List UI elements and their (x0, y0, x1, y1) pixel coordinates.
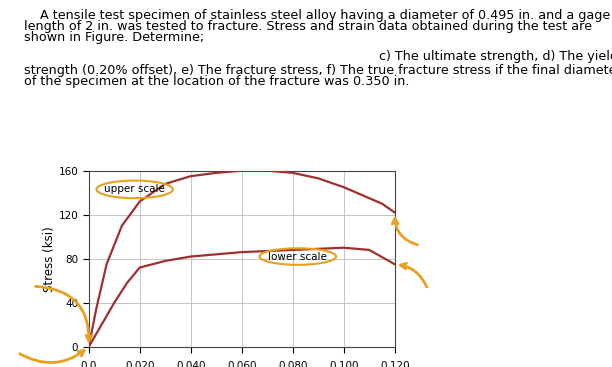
Text: 0.020: 0.020 (125, 361, 154, 367)
Text: 0.040: 0.040 (176, 361, 206, 367)
Text: 0.100: 0.100 (329, 361, 359, 367)
Text: lower scale: lower scale (269, 251, 327, 262)
Text: 0.0: 0.0 (81, 361, 97, 367)
Text: length of 2 in. was tested to fracture. Stress and strain data obtained during t: length of 2 in. was tested to fracture. … (24, 20, 592, 33)
Text: strength (0.20% offset), e) The fracture stress, f) The true fracture stress if : strength (0.20% offset), e) The fracture… (24, 64, 612, 77)
Text: 0.060: 0.060 (227, 361, 256, 367)
Text: of the specimen at the location of the fracture was 0.350 in.: of the specimen at the location of the f… (24, 75, 410, 88)
Text: c) The ultimate strength, d) The yield: c) The ultimate strength, d) The yield (379, 50, 612, 62)
Text: upper scale: upper scale (104, 184, 165, 195)
Y-axis label: Stress (ksi): Stress (ksi) (43, 226, 56, 292)
Text: 0.120: 0.120 (380, 361, 409, 367)
Text: 0.080: 0.080 (278, 361, 307, 367)
Text: shown in Figure. Determine;: shown in Figure. Determine; (24, 31, 205, 44)
Text: A tensile test specimen of stainless steel alloy having a diameter of 0.495 in. : A tensile test specimen of stainless ste… (24, 9, 611, 22)
